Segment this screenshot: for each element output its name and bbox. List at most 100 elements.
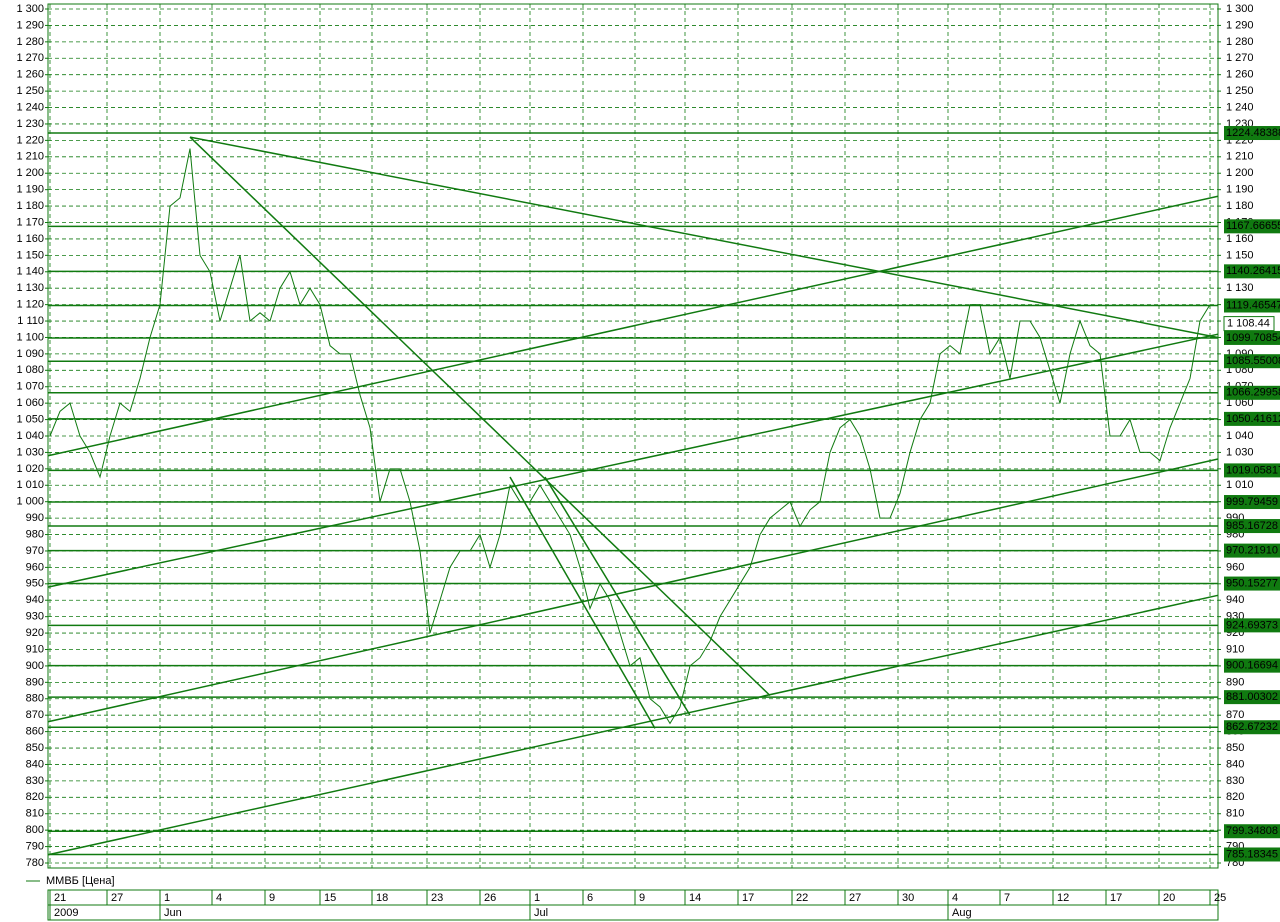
level-label: 862.67232 [1226,721,1278,733]
trend-line [47,195,1219,457]
level-label-box [1224,411,1280,426]
y-tick-label: 850 [26,742,44,754]
level-label-box [1224,618,1280,633]
y-tick-label: 1 000 [16,496,44,508]
x-tick-label: 27 [849,892,861,904]
y2-tick-label: 820 [1226,791,1244,803]
level-label-box [1224,219,1280,234]
y2-tick-label: 1 150 [1226,249,1254,261]
y-tick-label: 1 040 [16,430,44,442]
level-label-box [1224,690,1280,705]
y-tick-label: 1 170 [16,216,44,228]
y-tick-label: 970 [26,545,44,557]
y2-tick-label: 1 240 [1226,101,1254,113]
x-tick-label: 14 [689,892,701,904]
y2-tick-label: 890 [1226,676,1244,688]
x-tick-label: 21 [54,892,66,904]
x-tick-label: 1 [164,892,170,904]
y2-tick-label: 910 [1226,643,1244,655]
x-tick-label: 27 [111,892,123,904]
price-line [49,148,1211,725]
y-tick-label: 800 [26,824,44,836]
y-tick-label: 1 070 [16,381,44,393]
x-tick-label: 18 [376,892,388,904]
y2-tick-label: 1 270 [1226,52,1254,64]
y2-tick-label: 1 130 [1226,282,1254,294]
y-tick-label: 860 [26,726,44,738]
level-label-box [1224,576,1280,591]
y2-tick-label: 840 [1226,758,1244,770]
y-tick-label: 1 120 [16,299,44,311]
y-tick-label: 1 010 [16,479,44,491]
trend-line [47,458,1219,723]
y-tick-label: 900 [26,660,44,672]
level-label: 881.00302 [1226,691,1278,703]
y2-tick-label: 1 190 [1226,184,1254,196]
x-tick-label: 15 [324,892,336,904]
y-tick-label: 1 100 [16,331,44,343]
y-tick-label: 1 270 [16,52,44,64]
y-tick-label: 1 080 [16,364,44,376]
y2-tick-label: 870 [1226,709,1244,721]
x-tick-label: 4 [216,892,222,904]
level-label-box [1224,126,1280,141]
y-tick-label: 1 180 [16,200,44,212]
x-tick-label: 20 [1163,892,1175,904]
level-label: 1140.26415 [1226,265,1280,277]
y-tick-label: 910 [26,643,44,655]
x-tick-label: 26 [484,892,496,904]
trend-line [544,476,691,716]
level-label-box [1224,330,1280,345]
y-tick-label: 870 [26,709,44,721]
level-label: 1050.41612 [1226,413,1280,425]
level-label-box [1224,264,1280,279]
trend-line [189,136,1219,339]
y-tick-label: 880 [26,693,44,705]
x-tick-label: 6 [587,892,593,904]
month-label: 2009 [54,907,78,919]
x-tick-label: 4 [952,892,958,904]
y-tick-label: 810 [26,808,44,820]
y2-tick-label: 1 200 [1226,167,1254,179]
y-tick-label: 840 [26,758,44,770]
y-tick-label: 1 160 [16,233,44,245]
y-tick-label: 1 220 [16,134,44,146]
level-label-box [1224,824,1280,839]
level-label: 1019.05817 [1226,464,1280,476]
y2-tick-label: 1 180 [1226,200,1254,212]
y-tick-label: 890 [26,676,44,688]
y2-tick-label: 960 [1226,561,1244,573]
y-tick-label: 1 290 [16,19,44,31]
month-label: Aug [952,907,972,919]
last-price-label: 1 108.44 [1227,318,1270,330]
level-label-box [1224,298,1280,313]
y-tick-label: 1 230 [16,118,44,130]
y-tick-label: 1 090 [16,348,44,360]
y2-tick-label: 850 [1226,742,1244,754]
y-tick-label: 1 250 [16,85,44,97]
y-tick-label: 1 060 [16,397,44,409]
month-label: Jun [164,907,182,919]
trend-line [509,476,656,729]
y2-tick-label: 1 250 [1226,85,1254,97]
y-tick-label: 1 210 [16,151,44,163]
y2-tick-label: 1 210 [1226,151,1254,163]
level-label-box [1224,543,1280,558]
y-tick-label: 1 190 [16,184,44,196]
level-label: 950.15277 [1226,577,1278,589]
y2-tick-label: 1 280 [1226,36,1254,48]
y-tick-label: 780 [26,857,44,869]
y-tick-label: 1 300 [16,3,44,15]
level-label: 1066.29958 [1226,387,1280,399]
level-label-box [1224,519,1280,534]
x-tick-label: 12 [1057,892,1069,904]
y2-tick-label: 1 300 [1226,3,1254,15]
x-tick-label: 7 [1004,892,1010,904]
legend-label: ММВБ [Цена] [46,875,115,887]
y-tick-label: 1 130 [16,282,44,294]
x-tick-label: 17 [742,892,754,904]
y-tick-label: 1 020 [16,463,44,475]
y2-tick-label: 1 290 [1226,19,1254,31]
level-label-box [1224,658,1280,673]
